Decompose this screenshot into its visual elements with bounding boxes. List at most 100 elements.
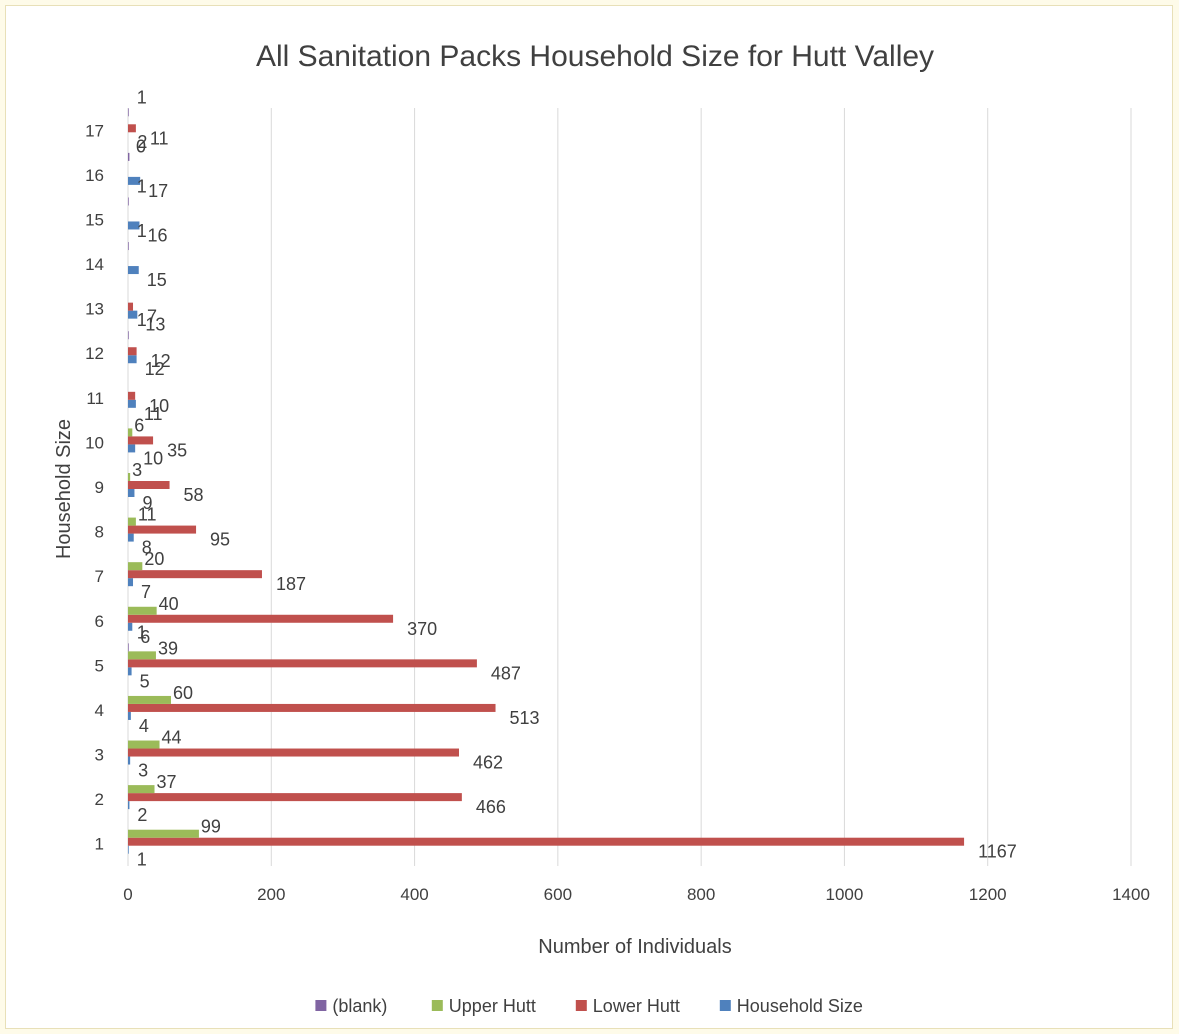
bar-household-size-4 (128, 711, 131, 720)
data-label-upper-hutt-9: 3 (132, 460, 142, 480)
chart-svg: All Sanitation Packs Household Size for … (53, 40, 1150, 1016)
y-tick-13: 13 (85, 300, 104, 319)
bar-household-size-5 (128, 667, 132, 676)
data-label-lower-hutt-4: 513 (510, 708, 540, 728)
data-label-household-size-1: 1 (137, 850, 147, 870)
bar-household-size-13 (128, 310, 138, 319)
data-label-lower-hutt-1: 1167 (978, 842, 1017, 862)
y-tick-11: 11 (86, 389, 104, 408)
bar-household-size-16 (128, 176, 141, 185)
bar-upper-hutt-8 (128, 517, 136, 526)
bar-household-size-11 (128, 399, 136, 408)
data-label-household-size-2: 2 (137, 805, 147, 825)
y-tick-9: 9 (95, 478, 104, 497)
bar-lower-hutt-5 (128, 659, 477, 668)
bar--blank--16 (128, 152, 130, 161)
x-tick-labels: 0 200 400 600 800 1000 1200 1400 (123, 885, 1150, 904)
data-label-lower-hutt-5: 487 (491, 663, 521, 683)
data-label-household-size-3: 3 (138, 761, 148, 781)
data-label-household-size-16: 17 (148, 181, 168, 201)
x-tick-800: 800 (687, 885, 715, 904)
data-label--blank--15: 1 (137, 176, 147, 196)
data-label--blank--5: 1 (137, 622, 147, 642)
y-tick-7: 7 (95, 567, 104, 586)
legend-label-blank: (blank) (332, 996, 387, 1016)
data-label-upper-hutt-7: 20 (144, 549, 164, 569)
legend-label-upper-hutt: Upper Hutt (449, 996, 536, 1016)
y-tick-3: 3 (95, 746, 104, 765)
bar-lower-hutt-12 (128, 347, 137, 356)
x-tick-0: 0 (123, 885, 132, 904)
bar-upper-hutt-5 (128, 651, 156, 660)
bar-lower-hutt-3 (128, 748, 459, 757)
legend-swatch-lower-hutt (575, 1000, 587, 1011)
bar-household-size-1 (128, 845, 129, 854)
bar-lower-hutt-4 (128, 703, 496, 712)
bar--blank--15 (128, 197, 129, 206)
bar--blank--12 (128, 331, 129, 340)
data-labels: 1234567891011121315161701167466462513487… (132, 87, 1017, 869)
y-tick-6: 6 (95, 612, 104, 631)
bar-upper-hutt-3 (128, 740, 160, 749)
data-label-upper-hutt-5: 39 (158, 638, 178, 658)
bar-lower-hutt-9 (128, 481, 170, 489)
data-label-household-size-11: 11 (144, 404, 163, 424)
bar--blank--17 (128, 108, 129, 117)
legend-swatch-upper-hutt (431, 1000, 443, 1011)
legend-swatch-household-size (719, 1000, 731, 1011)
bar-upper-hutt-9 (128, 473, 131, 481)
bar-upper-hutt-2 (128, 785, 155, 794)
gridlines (127, 108, 1132, 866)
data-label--blank--14: 1 (137, 221, 147, 241)
data-label--blank--12: 1 (137, 310, 147, 330)
bar-upper-hutt-6 (128, 606, 157, 615)
bar-lower-hutt-17 (128, 124, 136, 133)
bar-household-size-14 (128, 266, 139, 275)
data-label-household-size-7: 7 (141, 582, 151, 602)
bars (128, 108, 965, 854)
data-label-upper-hutt-1: 99 (201, 817, 221, 837)
x-tick-400: 400 (400, 885, 428, 904)
y-axis-title: Household Size (53, 419, 75, 559)
bar-upper-hutt-1 (128, 829, 199, 838)
data-label-upper-hutt-8: 11 (138, 505, 157, 525)
data-label-household-size-15: 16 (147, 225, 167, 245)
bar-lower-hutt-7 (128, 570, 262, 579)
data-label-household-size-8: 8 (142, 538, 152, 558)
data-label-household-size-14: 15 (147, 270, 167, 290)
data-label-lower-hutt-2: 466 (476, 797, 506, 817)
bar-household-size-3 (128, 756, 131, 765)
data-label-household-size-4: 4 (139, 716, 149, 736)
data-label-lower-hutt-6: 370 (407, 619, 437, 639)
y-tick-15: 15 (85, 210, 104, 229)
bar-household-size-15 (128, 221, 140, 230)
y-tick-10: 10 (85, 433, 104, 452)
data-label-lower-hutt-8: 95 (210, 530, 230, 550)
bar--blank--14 (128, 242, 129, 251)
bar-lower-hutt-11 (128, 391, 136, 400)
data-label-upper-hutt-4: 60 (173, 683, 193, 703)
bar--blank--5 (128, 643, 129, 652)
data-label-household-size-17: 0 (136, 136, 146, 156)
chart-frame: All Sanitation Packs Household Size for … (5, 5, 1173, 1029)
y-tick-16: 16 (85, 166, 104, 185)
data-label-lower-hutt-13: 7 (147, 307, 157, 327)
y-tick-8: 8 (95, 523, 104, 542)
legend-swatch-blank (315, 1000, 327, 1011)
bar-household-size-7 (128, 578, 134, 587)
data-label-upper-hutt-6: 40 (159, 594, 179, 614)
data-label-household-size-12: 12 (145, 359, 165, 379)
data-label-upper-hutt-2: 37 (157, 772, 177, 792)
data-label--blank--16: 2 (137, 132, 147, 152)
y-tick-2: 2 (95, 790, 104, 809)
y-tick-12: 12 (85, 344, 104, 363)
bar-household-size-6 (128, 622, 133, 631)
data-label-lower-hutt-3: 462 (473, 753, 503, 773)
x-tick-200: 200 (257, 885, 285, 904)
x-axis-title: Number of Individuals (538, 936, 731, 958)
data-label-household-size-5: 5 (140, 671, 150, 691)
bar-upper-hutt-4 (128, 695, 171, 704)
legend: (blank) Upper Hutt Lower Hutt Household Siz… (315, 996, 863, 1016)
data-label-household-size-13: 13 (145, 315, 165, 335)
